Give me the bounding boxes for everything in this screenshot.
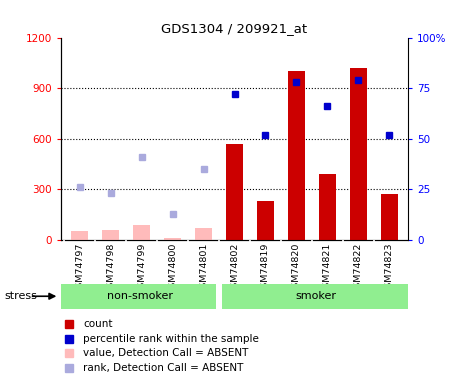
Text: GSM74802: GSM74802 <box>230 242 239 294</box>
Text: GSM74799: GSM74799 <box>137 242 146 294</box>
Text: GSM74821: GSM74821 <box>323 242 332 294</box>
Text: value, Detection Call = ABSENT: value, Detection Call = ABSENT <box>83 348 249 358</box>
Bar <box>133 225 150 240</box>
Text: GSM74801: GSM74801 <box>199 242 208 294</box>
Text: non-smoker: non-smoker <box>107 291 173 301</box>
Title: GDS1304 / 209921_at: GDS1304 / 209921_at <box>161 22 308 35</box>
Bar <box>102 230 119 240</box>
Bar <box>381 194 398 240</box>
Text: GSM74797: GSM74797 <box>75 242 84 294</box>
Text: GSM74823: GSM74823 <box>385 242 394 294</box>
Text: GSM74800: GSM74800 <box>168 242 177 294</box>
Bar <box>257 201 274 240</box>
Bar <box>71 231 88 240</box>
Text: GSM74798: GSM74798 <box>106 242 115 294</box>
Bar <box>226 144 243 240</box>
Bar <box>164 238 181 240</box>
Bar <box>195 228 212 240</box>
Text: GSM74820: GSM74820 <box>292 242 301 294</box>
Text: smoker: smoker <box>295 291 337 301</box>
Text: stress: stress <box>5 291 38 301</box>
Bar <box>350 68 367 240</box>
Text: GSM74822: GSM74822 <box>354 242 363 294</box>
Bar <box>288 71 305 240</box>
Bar <box>319 174 336 240</box>
Text: rank, Detection Call = ABSENT: rank, Detection Call = ABSENT <box>83 363 243 373</box>
Bar <box>61 284 216 309</box>
Text: count: count <box>83 319 113 329</box>
Text: percentile rank within the sample: percentile rank within the sample <box>83 334 259 344</box>
Bar <box>221 284 408 309</box>
Text: GSM74819: GSM74819 <box>261 242 270 294</box>
